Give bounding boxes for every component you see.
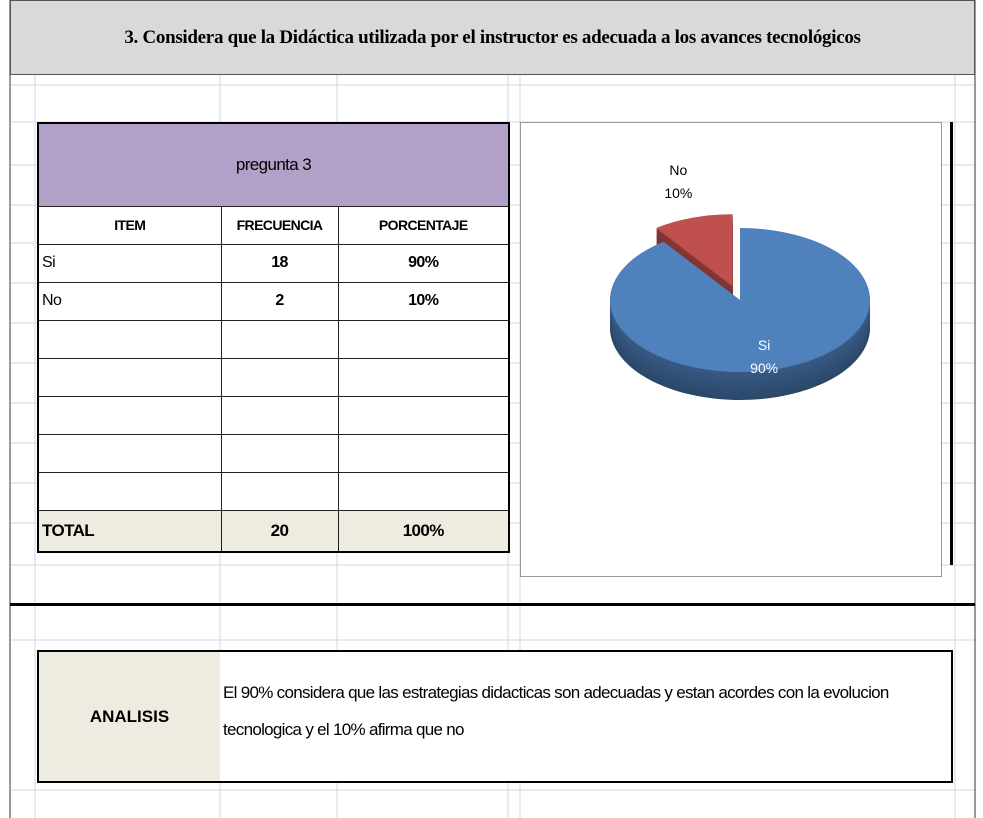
empty-row [37, 357, 510, 397]
analysis-text: El 90% considera que las estrategias did… [223, 683, 889, 739]
column-header: PORCENTAJE [337, 205, 510, 245]
table-caption: pregunta 3 [37, 122, 510, 207]
cell: 10% [337, 281, 510, 321]
total-cell: 20 [220, 509, 339, 553]
title: 3. Considera que la Didáctica utilizada … [10, 0, 975, 75]
column-header: ITEM [37, 205, 222, 245]
pie-slice [609, 228, 870, 373]
separator [10, 603, 975, 606]
analysis-label: ANALISIS [37, 650, 220, 783]
analysis-box [220, 650, 953, 783]
cell: No [37, 281, 222, 321]
pie-value-label: 90% [750, 360, 778, 376]
pie-category-label: Si [758, 337, 770, 353]
pie-value-label: 10% [664, 185, 692, 201]
empty-row [37, 395, 510, 435]
cell: 2 [220, 281, 339, 321]
cell: 90% [337, 243, 510, 283]
pie-category-label: No [669, 162, 687, 178]
chart-shadow [950, 122, 953, 565]
total-cell: 100% [337, 509, 510, 553]
column-header: FRECUENCIA [220, 205, 339, 245]
data-table: pregunta 3 ITEM FRECUENCIA PORCENTAJE Si… [37, 122, 510, 553]
total-label: TOTAL [37, 509, 222, 553]
pie-slice [656, 214, 733, 287]
cell: 18 [220, 243, 339, 283]
